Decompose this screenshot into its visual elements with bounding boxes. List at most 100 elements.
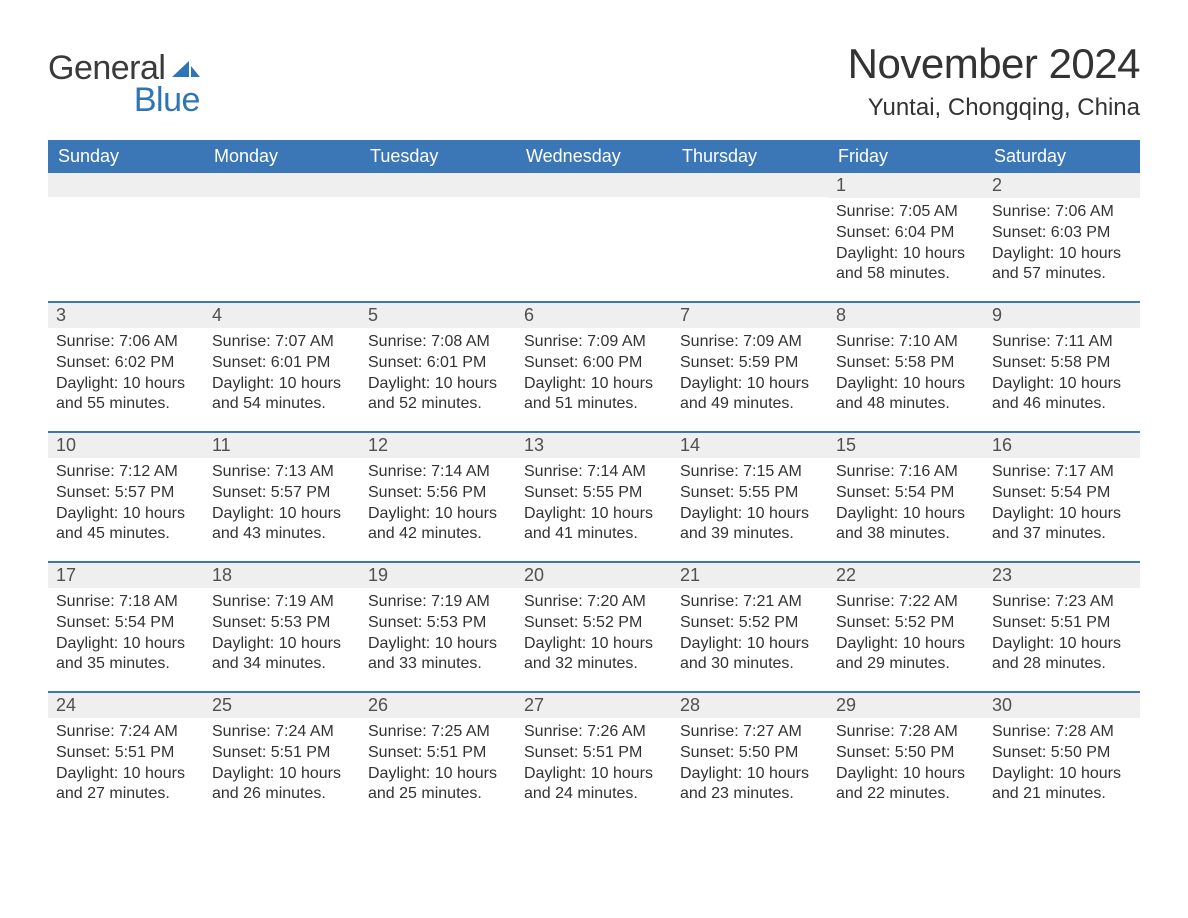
sunset-text: Sunset: 5:54 PM xyxy=(992,483,1132,504)
date-number: 11 xyxy=(204,433,360,458)
sunrise-text: Sunrise: 7:16 AM xyxy=(836,462,976,483)
sunrise-text: Sunrise: 7:21 AM xyxy=(680,592,820,613)
daylight-text: Daylight: 10 hours and 23 minutes. xyxy=(680,764,820,806)
cell-body: Sunrise: 7:24 AMSunset: 5:51 PMDaylight:… xyxy=(48,718,204,809)
cell-body: Sunrise: 7:11 AMSunset: 5:58 PMDaylight:… xyxy=(984,328,1140,419)
calendar-cell: 15Sunrise: 7:16 AMSunset: 5:54 PMDayligh… xyxy=(828,433,984,561)
calendar-cell: 10Sunrise: 7:12 AMSunset: 5:57 PMDayligh… xyxy=(48,433,204,561)
calendar-cell: 23Sunrise: 7:23 AMSunset: 5:51 PMDayligh… xyxy=(984,563,1140,691)
daylight-text: Daylight: 10 hours and 26 minutes. xyxy=(212,764,352,806)
sunset-text: Sunset: 5:57 PM xyxy=(212,483,352,504)
date-number: 27 xyxy=(516,693,672,718)
calendar-cell: 2Sunrise: 7:06 AMSunset: 6:03 PMDaylight… xyxy=(984,173,1140,301)
week-row: 3Sunrise: 7:06 AMSunset: 6:02 PMDaylight… xyxy=(48,301,1140,431)
sunset-text: Sunset: 6:00 PM xyxy=(524,353,664,374)
sunrise-text: Sunrise: 7:18 AM xyxy=(56,592,196,613)
calendar-cell: 4Sunrise: 7:07 AMSunset: 6:01 PMDaylight… xyxy=(204,303,360,431)
sunset-text: Sunset: 5:58 PM xyxy=(992,353,1132,374)
cell-body: Sunrise: 7:28 AMSunset: 5:50 PMDaylight:… xyxy=(984,718,1140,809)
sunrise-text: Sunrise: 7:28 AM xyxy=(992,722,1132,743)
day-header-sunday: Sunday xyxy=(48,140,204,173)
sunset-text: Sunset: 5:52 PM xyxy=(680,613,820,634)
daylight-text: Daylight: 10 hours and 41 minutes. xyxy=(524,504,664,546)
day-header-tuesday: Tuesday xyxy=(360,140,516,173)
sunset-text: Sunset: 6:03 PM xyxy=(992,223,1132,244)
day-header-thursday: Thursday xyxy=(672,140,828,173)
calendar-cell: 27Sunrise: 7:26 AMSunset: 5:51 PMDayligh… xyxy=(516,693,672,821)
calendar-cell-empty xyxy=(672,173,828,301)
sunrise-text: Sunrise: 7:27 AM xyxy=(680,722,820,743)
calendar-cell: 28Sunrise: 7:27 AMSunset: 5:50 PMDayligh… xyxy=(672,693,828,821)
calendar-cell: 26Sunrise: 7:25 AMSunset: 5:51 PMDayligh… xyxy=(360,693,516,821)
week-row: 17Sunrise: 7:18 AMSunset: 5:54 PMDayligh… xyxy=(48,561,1140,691)
sunset-text: Sunset: 5:59 PM xyxy=(680,353,820,374)
daylight-text: Daylight: 10 hours and 55 minutes. xyxy=(56,374,196,416)
sunrise-text: Sunrise: 7:12 AM xyxy=(56,462,196,483)
daylight-text: Daylight: 10 hours and 57 minutes. xyxy=(992,244,1132,286)
month-title: November 2024 xyxy=(848,40,1140,88)
sunrise-text: Sunrise: 7:14 AM xyxy=(368,462,508,483)
sunset-text: Sunset: 6:02 PM xyxy=(56,353,196,374)
cell-body: Sunrise: 7:27 AMSunset: 5:50 PMDaylight:… xyxy=(672,718,828,809)
date-number: 3 xyxy=(48,303,204,328)
daylight-text: Daylight: 10 hours and 21 minutes. xyxy=(992,764,1132,806)
cell-body: Sunrise: 7:24 AMSunset: 5:51 PMDaylight:… xyxy=(204,718,360,809)
sunrise-text: Sunrise: 7:20 AM xyxy=(524,592,664,613)
cell-body: Sunrise: 7:14 AMSunset: 5:55 PMDaylight:… xyxy=(516,458,672,549)
calendar: Sunday Monday Tuesday Wednesday Thursday… xyxy=(48,140,1140,821)
date-bar-empty xyxy=(48,173,204,197)
daylight-text: Daylight: 10 hours and 29 minutes. xyxy=(836,634,976,676)
cell-body: Sunrise: 7:16 AMSunset: 5:54 PMDaylight:… xyxy=(828,458,984,549)
calendar-cell: 3Sunrise: 7:06 AMSunset: 6:02 PMDaylight… xyxy=(48,303,204,431)
title-block: November 2024 Yuntai, Chongqing, China xyxy=(848,40,1140,122)
sunrise-text: Sunrise: 7:24 AM xyxy=(56,722,196,743)
date-number: 2 xyxy=(984,173,1140,198)
daylight-text: Daylight: 10 hours and 49 minutes. xyxy=(680,374,820,416)
cell-body: Sunrise: 7:06 AMSunset: 6:02 PMDaylight:… xyxy=(48,328,204,419)
calendar-cell-empty xyxy=(204,173,360,301)
cell-body: Sunrise: 7:28 AMSunset: 5:50 PMDaylight:… xyxy=(828,718,984,809)
sunset-text: Sunset: 5:51 PM xyxy=(524,743,664,764)
calendar-cell: 21Sunrise: 7:21 AMSunset: 5:52 PMDayligh… xyxy=(672,563,828,691)
sunrise-text: Sunrise: 7:14 AM xyxy=(524,462,664,483)
date-bar-empty xyxy=(672,173,828,197)
date-bar-empty xyxy=(360,173,516,197)
daylight-text: Daylight: 10 hours and 39 minutes. xyxy=(680,504,820,546)
calendar-cell: 8Sunrise: 7:10 AMSunset: 5:58 PMDaylight… xyxy=(828,303,984,431)
sunset-text: Sunset: 5:55 PM xyxy=(680,483,820,504)
sunset-text: Sunset: 5:53 PM xyxy=(368,613,508,634)
daylight-text: Daylight: 10 hours and 46 minutes. xyxy=(992,374,1132,416)
cell-body: Sunrise: 7:25 AMSunset: 5:51 PMDaylight:… xyxy=(360,718,516,809)
calendar-cell-empty xyxy=(360,173,516,301)
cell-body: Sunrise: 7:08 AMSunset: 6:01 PMDaylight:… xyxy=(360,328,516,419)
cell-body: Sunrise: 7:19 AMSunset: 5:53 PMDaylight:… xyxy=(204,588,360,679)
daylight-text: Daylight: 10 hours and 33 minutes. xyxy=(368,634,508,676)
cell-body: Sunrise: 7:13 AMSunset: 5:57 PMDaylight:… xyxy=(204,458,360,549)
cell-body: Sunrise: 7:09 AMSunset: 5:59 PMDaylight:… xyxy=(672,328,828,419)
logo-word-blue: Blue xyxy=(48,84,200,116)
daylight-text: Daylight: 10 hours and 28 minutes. xyxy=(992,634,1132,676)
sunrise-text: Sunrise: 7:13 AM xyxy=(212,462,352,483)
sunrise-text: Sunrise: 7:25 AM xyxy=(368,722,508,743)
sunset-text: Sunset: 5:50 PM xyxy=(680,743,820,764)
sunset-text: Sunset: 5:54 PM xyxy=(56,613,196,634)
calendar-cell: 6Sunrise: 7:09 AMSunset: 6:00 PMDaylight… xyxy=(516,303,672,431)
daylight-text: Daylight: 10 hours and 35 minutes. xyxy=(56,634,196,676)
date-bar-empty xyxy=(204,173,360,197)
sunrise-text: Sunrise: 7:22 AM xyxy=(836,592,976,613)
calendar-cell: 12Sunrise: 7:14 AMSunset: 5:56 PMDayligh… xyxy=(360,433,516,561)
daylight-text: Daylight: 10 hours and 30 minutes. xyxy=(680,634,820,676)
cell-body: Sunrise: 7:19 AMSunset: 5:53 PMDaylight:… xyxy=(360,588,516,679)
header: General Blue November 2024 Yuntai, Chong… xyxy=(48,40,1140,122)
sunset-text: Sunset: 5:52 PM xyxy=(524,613,664,634)
date-number: 18 xyxy=(204,563,360,588)
date-number: 20 xyxy=(516,563,672,588)
date-number: 24 xyxy=(48,693,204,718)
calendar-cell: 1Sunrise: 7:05 AMSunset: 6:04 PMDaylight… xyxy=(828,173,984,301)
daylight-text: Daylight: 10 hours and 25 minutes. xyxy=(368,764,508,806)
daylight-text: Daylight: 10 hours and 34 minutes. xyxy=(212,634,352,676)
date-number: 16 xyxy=(984,433,1140,458)
date-number: 8 xyxy=(828,303,984,328)
calendar-cell: 20Sunrise: 7:20 AMSunset: 5:52 PMDayligh… xyxy=(516,563,672,691)
sunrise-text: Sunrise: 7:09 AM xyxy=(680,332,820,353)
